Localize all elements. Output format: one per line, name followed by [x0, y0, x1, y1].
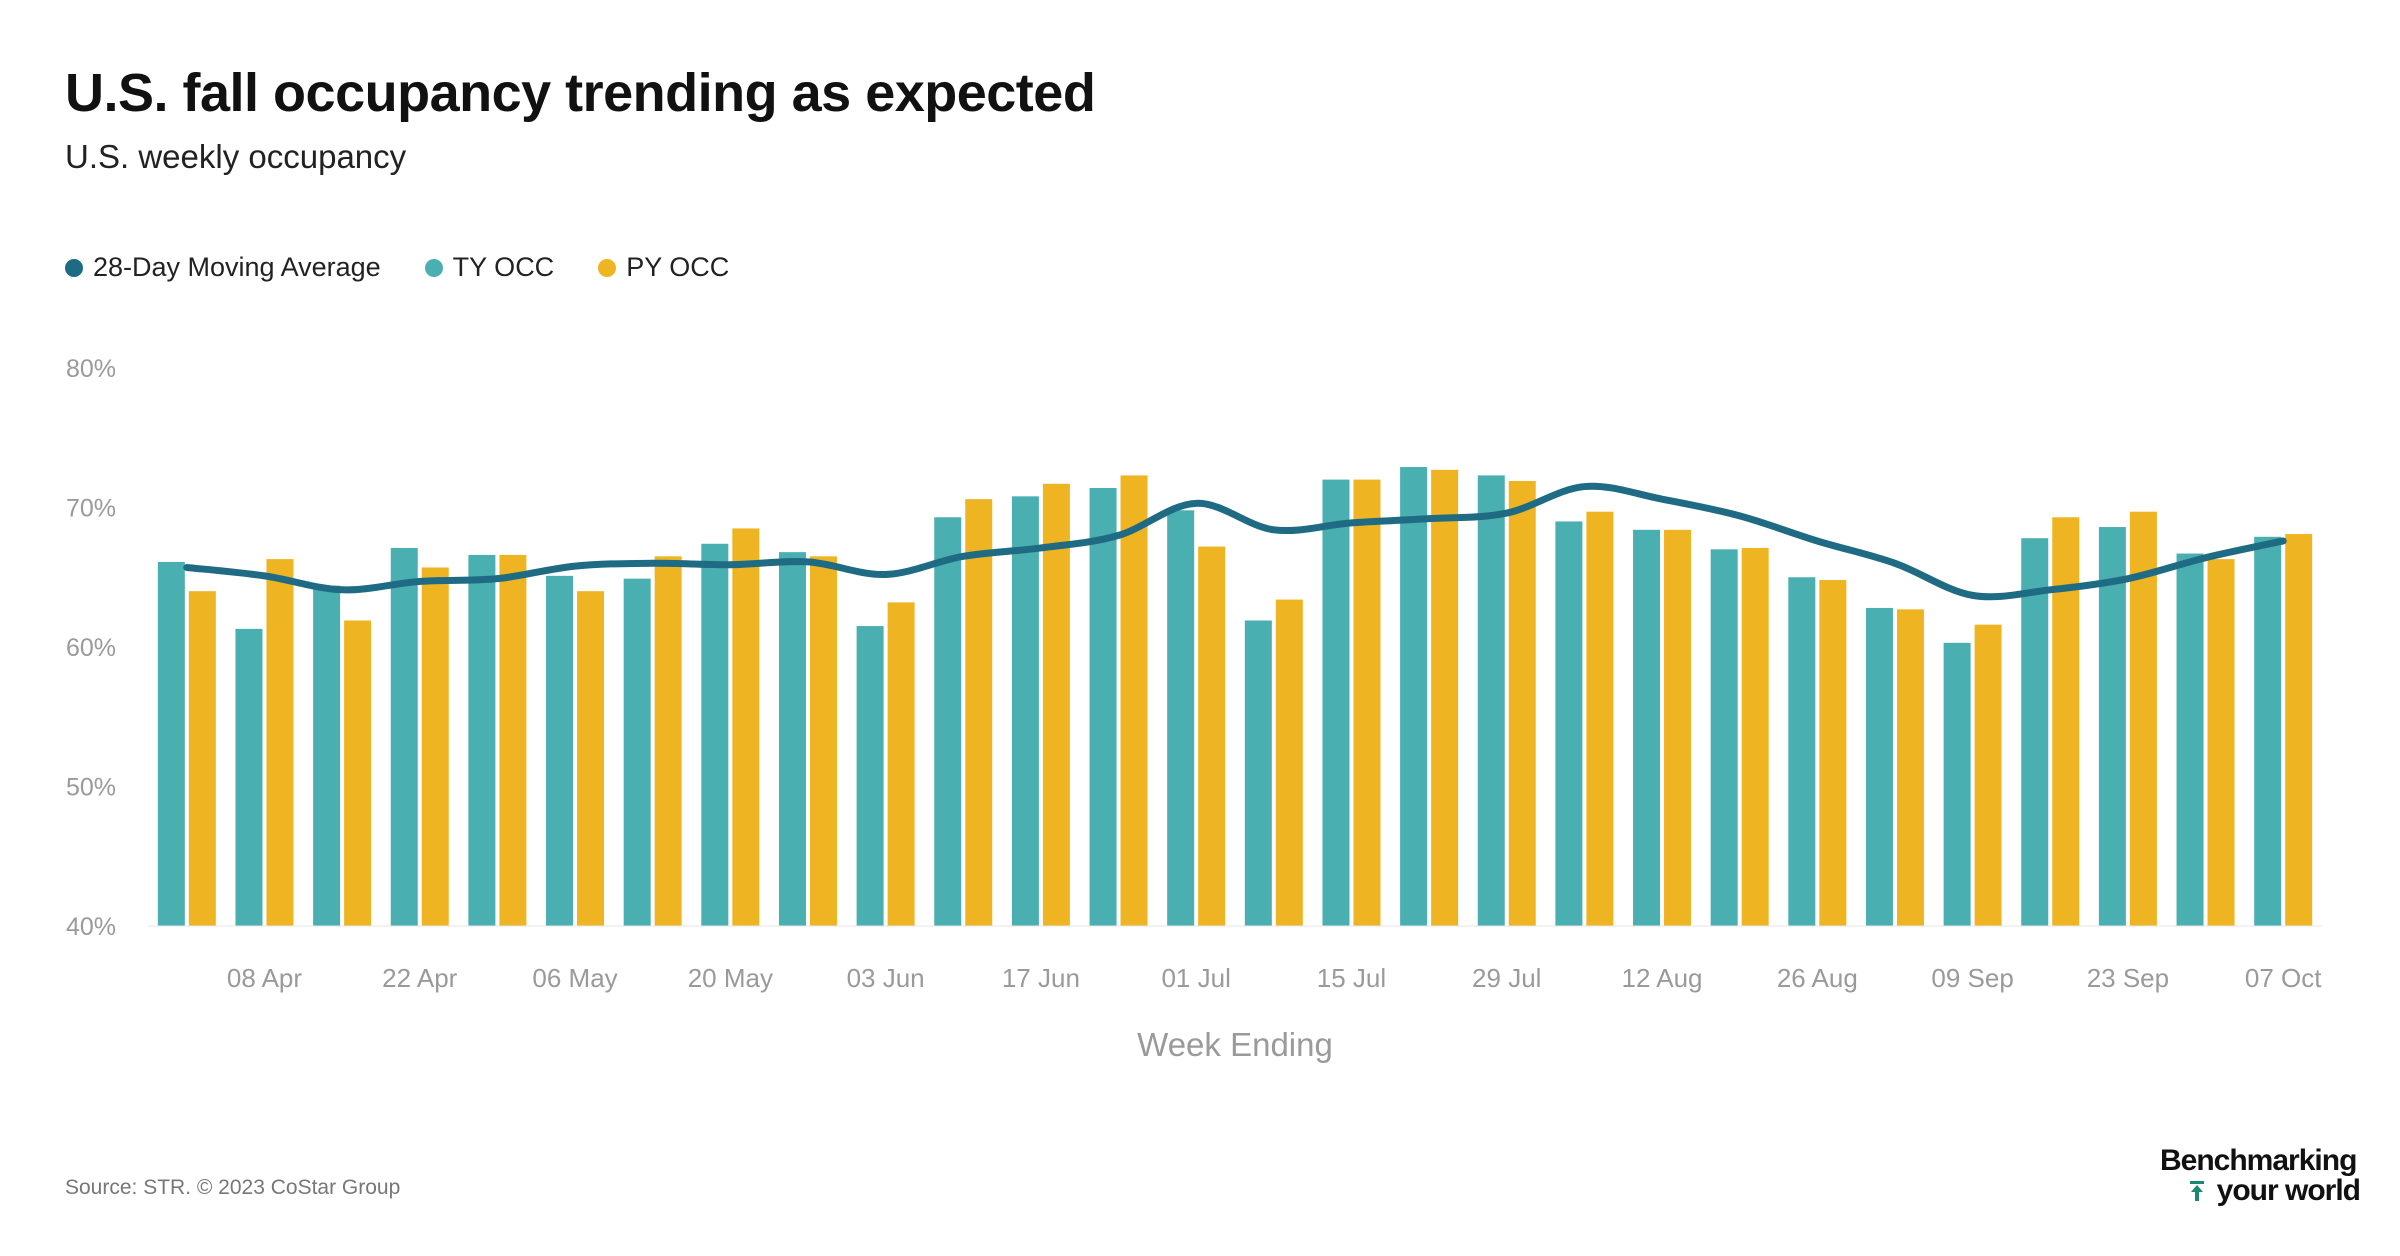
bar-py-occ [188, 591, 216, 926]
bar-ty-occ [2021, 538, 2049, 926]
brand-arrow-icon [2189, 1181, 2204, 1201]
bar-ty-occ [2254, 536, 2282, 926]
y-tick-label: 70% [66, 495, 116, 523]
x-tick-label: 23 Sep [2087, 963, 2169, 993]
bar-py-occ [887, 602, 915, 926]
bar-py-occ [2052, 517, 2080, 926]
bar-py-occ [577, 591, 605, 926]
y-tick-label: 40% [66, 913, 116, 941]
bar-ty-occ [1477, 475, 1505, 926]
chart-subtitle: U.S. weekly occupancy [65, 138, 407, 175]
brand-line-2-row: your world [2160, 1174, 2361, 1207]
bar-py-occ [1819, 580, 1847, 926]
legend-label-moving-average: 28-Day Moving Average [93, 252, 381, 282]
bar-ty-occ [1167, 510, 1195, 926]
bar-py-occ [965, 499, 993, 926]
y-tick-label: 50% [66, 774, 116, 802]
bar-ty-occ [1710, 549, 1738, 926]
x-tick-label: 07 Oct [2245, 963, 2322, 993]
legend-item-moving-average[interactable]: 28-Day Moving Average [65, 252, 381, 283]
x-axis-label: Week Ending [1137, 1026, 1333, 1063]
x-tick-label: 29 Jul [1472, 963, 1541, 993]
moving-average-line [183, 482, 2287, 601]
bar-py-occ [1974, 624, 2002, 926]
x-tick-label: 08 Apr [227, 963, 303, 993]
bar-ty-occ [546, 575, 574, 926]
bar-py-occ [1120, 475, 1148, 926]
bar-ty-occ [1633, 529, 1661, 926]
bar-ty-occ [1555, 521, 1583, 926]
chart-title: U.S. fall occupancy trending as expected [65, 63, 1096, 123]
source-note: Source: STR. © 2023 CoStar Group [65, 1176, 401, 1199]
legend-label-py-occ: PY OCC [626, 252, 730, 282]
bar-py-occ [2207, 559, 2235, 926]
bar-ty-occ [778, 552, 806, 926]
bar-ty-occ [468, 554, 496, 926]
bar-ty-occ [1865, 607, 1893, 926]
bar-ty-occ [1244, 620, 1272, 926]
bar-ty-occ [934, 517, 962, 926]
x-tick-label: 15 Jul [1317, 963, 1386, 993]
bar-py-occ [1431, 469, 1459, 926]
bar-py-occ [654, 556, 682, 926]
bar-ty-occ [1943, 642, 1971, 926]
bar-py-occ [732, 528, 760, 926]
y-tick-label: 60% [66, 634, 116, 662]
bar-ty-occ [1400, 467, 1428, 926]
bar-py-occ [421, 567, 449, 926]
bar-ty-occ [235, 628, 263, 926]
bar-py-occ [499, 554, 527, 926]
bar-ty-occ [856, 626, 884, 926]
bar-py-occ [2285, 534, 2313, 926]
bar-py-occ [266, 559, 294, 926]
legend-swatch-py-occ [598, 258, 617, 277]
bar-ty-occ [1322, 479, 1350, 926]
x-tick-label: 22 Apr [382, 963, 458, 993]
brand-line-2: your world [2216, 1174, 2361, 1207]
bar-ty-occ [701, 543, 729, 926]
legend-swatch-moving-average [65, 258, 83, 277]
brand-line-1: Benchmarking [2160, 1144, 2357, 1177]
y-tick-label: 80% [66, 355, 116, 383]
bar-ty-occ [2176, 553, 2204, 926]
bar-py-occ [1741, 547, 1769, 926]
x-tick-label: 12 Aug [1622, 963, 1703, 993]
bar-ty-occ [2098, 527, 2126, 926]
legend-item-py-occ[interactable]: PY OCC [598, 252, 729, 283]
brand-logo: Benchmarking your world [2160, 1144, 2361, 1207]
bar-py-occ [1042, 483, 1070, 926]
x-tick-label: 06 May [532, 963, 617, 993]
bar-py-occ [1353, 479, 1381, 926]
x-tick-label: 26 Aug [1777, 963, 1858, 993]
bar-py-occ [1198, 546, 1226, 926]
x-tick-label: 17 Jun [1002, 963, 1080, 993]
bar-ty-occ [313, 585, 341, 926]
x-tick-label: 20 May [688, 963, 773, 993]
bar-py-occ [1896, 609, 1924, 926]
bar-ty-occ [1788, 577, 1816, 926]
bar-ty-occ [390, 547, 418, 926]
bar-ty-occ [1011, 496, 1039, 926]
legend-label-ty-occ: TY OCC [452, 252, 555, 282]
bar-py-occ [809, 556, 837, 926]
x-tick-label: 01 Jul [1161, 963, 1230, 993]
bar-py-occ [344, 620, 372, 926]
legend-swatch-ty-occ [424, 258, 443, 277]
legend: 28-Day Moving Average TY OCC PY OCC [65, 252, 729, 283]
bar-ty-occ [1089, 487, 1117, 926]
legend-item-ty-occ[interactable]: TY OCC [424, 252, 555, 283]
bar-py-occ [1275, 599, 1303, 926]
bar-py-occ [1586, 511, 1614, 926]
bar-ty-occ [157, 561, 185, 926]
x-tick-label: 03 Jun [847, 963, 925, 993]
bar-py-occ [1508, 480, 1536, 926]
bar-py-occ [1664, 529, 1692, 926]
bar-ty-occ [623, 578, 651, 926]
x-tick-label: 09 Sep [1931, 963, 2013, 993]
